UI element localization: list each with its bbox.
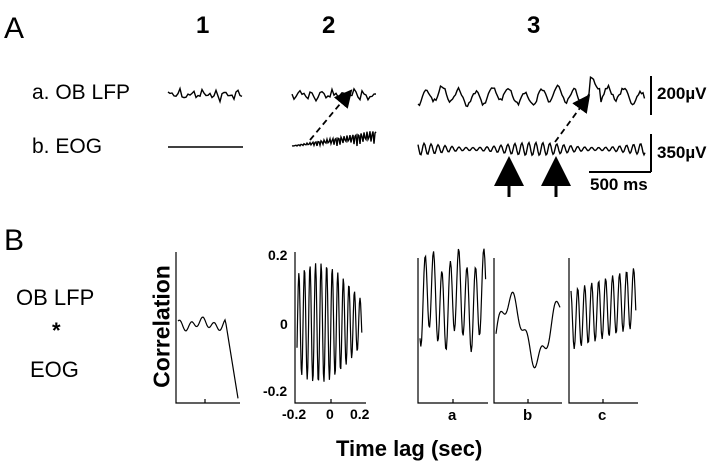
lfp-trace-col3 xyxy=(417,76,646,108)
column-label-2: 2 xyxy=(322,12,336,39)
axes-b3a xyxy=(417,258,488,404)
subpanel-label-b: b xyxy=(523,407,533,424)
x-axis-label: Time lag (sec) xyxy=(336,436,483,461)
lfp-trace-col2 xyxy=(291,87,377,103)
eog-label: EOG xyxy=(30,357,79,382)
ob-lfp-label: OB LFP xyxy=(16,285,95,310)
axes-b3b xyxy=(493,258,562,404)
eog-trace-col3 xyxy=(417,140,646,157)
panel-label-a: A xyxy=(4,12,25,45)
y-tick-mid: 0 xyxy=(280,316,288,332)
column-label-3: 3 xyxy=(527,12,541,39)
axes-b3c xyxy=(568,258,638,404)
eog-trace-col2 xyxy=(291,131,377,148)
axes-b2 xyxy=(294,252,366,404)
panel-label-b: B xyxy=(4,224,25,257)
x-tick-mid: 0 xyxy=(326,406,334,422)
correlation-trace-col3b xyxy=(495,291,561,369)
lfp-scale-label: 200µV xyxy=(657,84,707,103)
eog-scale-label: 350µV xyxy=(657,143,707,162)
correlation-trace-col1 xyxy=(177,316,239,399)
x-tick-right: 0.2 xyxy=(350,406,370,422)
y-tick-bottom: -0.2 xyxy=(263,383,288,399)
lfp-trace-col1 xyxy=(167,86,243,105)
dashed-arrow-col2 xyxy=(309,89,353,141)
subpanel-label-c: c xyxy=(598,407,607,424)
correlation-trace-col3c xyxy=(570,268,637,349)
convolution-star: * xyxy=(52,318,61,343)
row-label-eog: b. EOG xyxy=(32,135,103,158)
row-label-ob-lfp: a. OB LFP xyxy=(32,81,131,104)
correlation-trace-col3a xyxy=(419,248,487,353)
axes-b1 xyxy=(175,252,240,404)
time-scale-label: 500 ms xyxy=(590,175,648,194)
x-tick-left: -0.2 xyxy=(282,406,307,422)
y-tick-top: 0.2 xyxy=(268,247,288,263)
column-label-1: 1 xyxy=(196,12,210,39)
y-axis-label: Correlation xyxy=(148,265,175,388)
correlation-trace-col2 xyxy=(296,263,363,382)
subpanel-label-a: a xyxy=(448,407,457,424)
